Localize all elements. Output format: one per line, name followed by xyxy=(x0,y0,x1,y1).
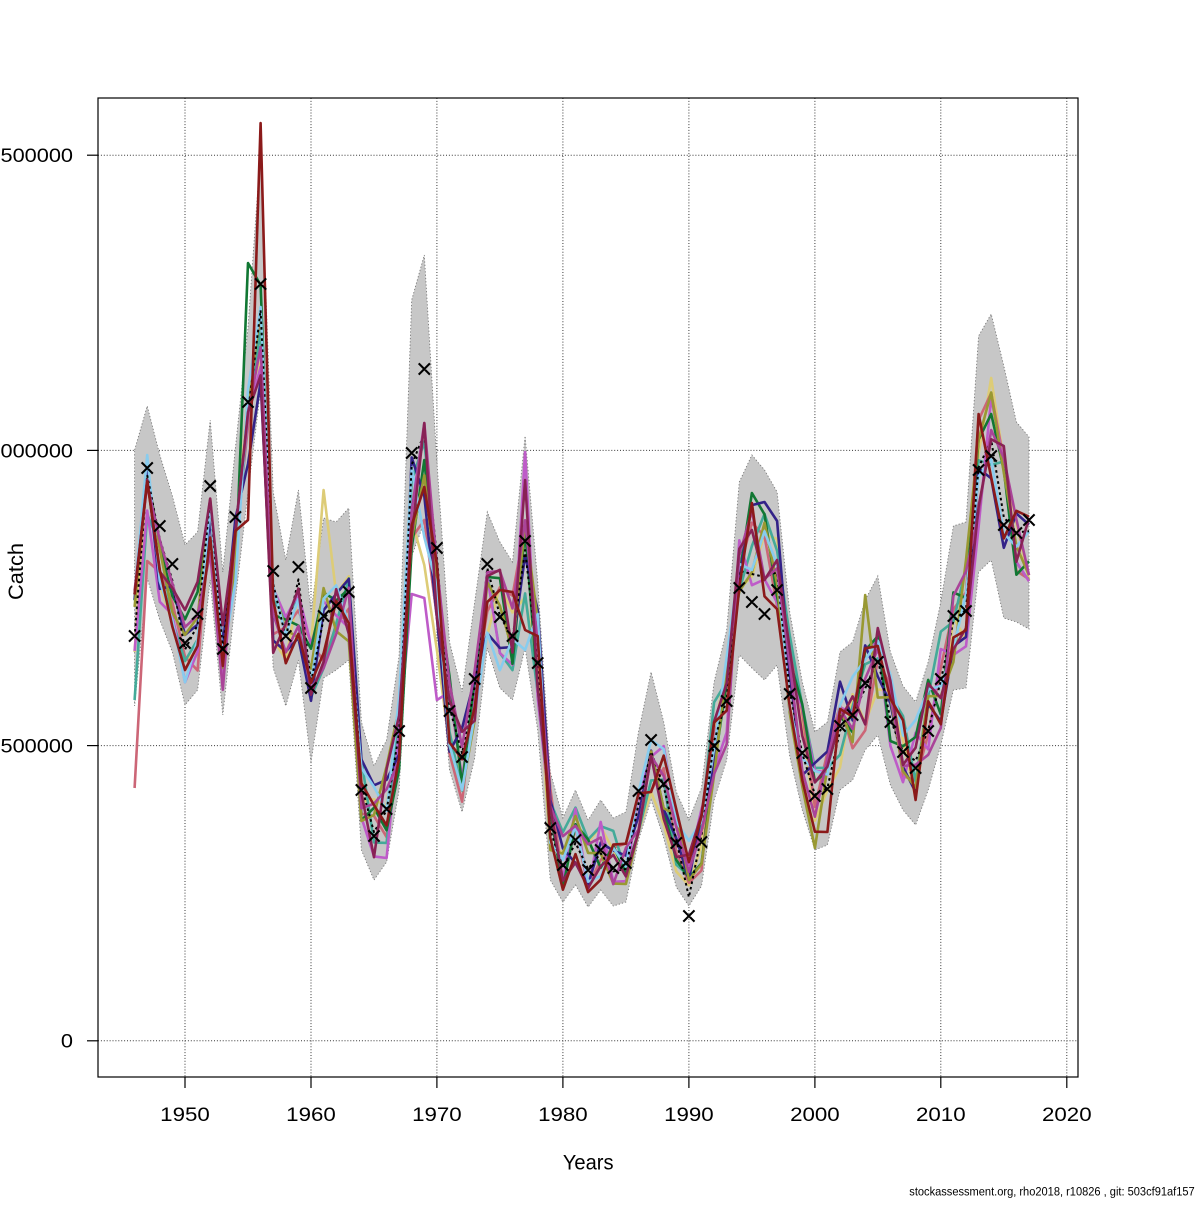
svg-text:2010: 2010 xyxy=(916,1105,966,1126)
svg-text:2020: 2020 xyxy=(1042,1105,1092,1126)
svg-text:500000: 500000 xyxy=(1,737,74,758)
svg-text:1950: 1950 xyxy=(160,1105,210,1126)
svg-text:1980: 1980 xyxy=(538,1105,588,1126)
svg-text:Years: Years xyxy=(563,1152,614,1175)
svg-text:Catch: Catch xyxy=(5,543,28,600)
svg-text:1500000: 1500000 xyxy=(0,146,73,167)
svg-text:1000000: 1000000 xyxy=(0,441,73,462)
svg-text:0: 0 xyxy=(61,1032,73,1053)
svg-text:stockassessment.org, rho2018,: stockassessment.org, rho2018, r10826 , g… xyxy=(909,1185,1195,1199)
svg-text:2000: 2000 xyxy=(790,1105,840,1126)
svg-text:1970: 1970 xyxy=(412,1105,462,1126)
svg-text:1960: 1960 xyxy=(286,1105,336,1126)
svg-text:1990: 1990 xyxy=(664,1105,714,1126)
